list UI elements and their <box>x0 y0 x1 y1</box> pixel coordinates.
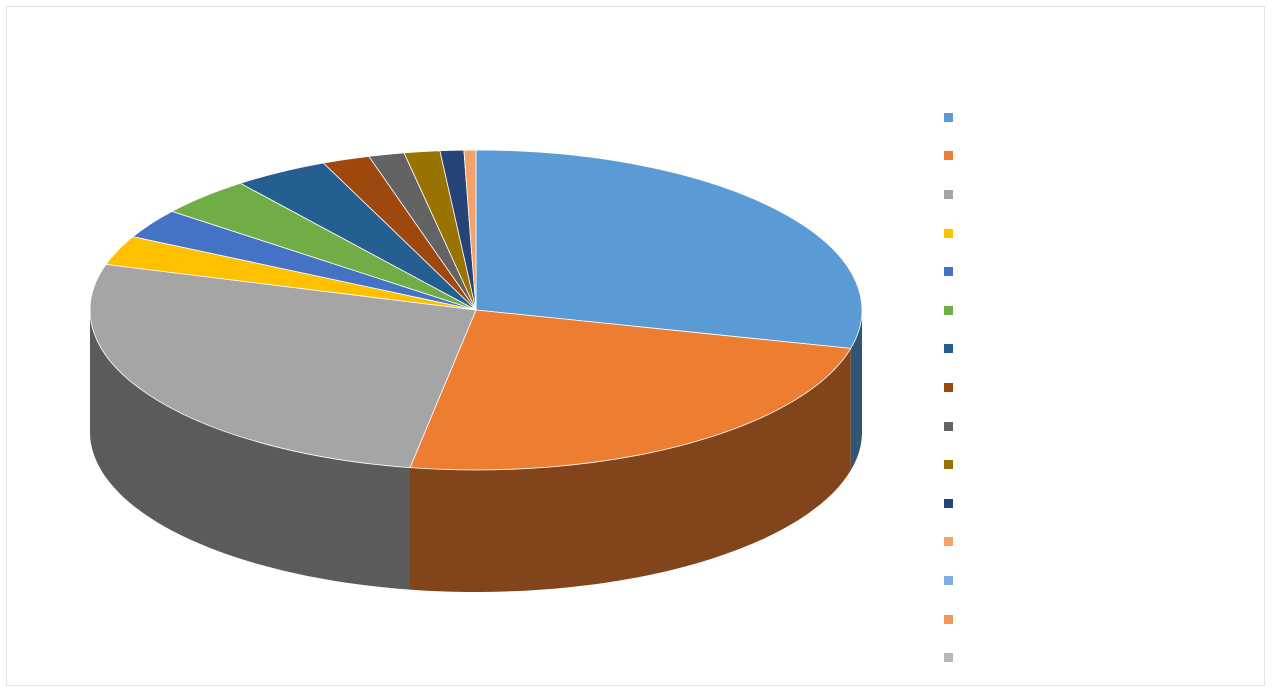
legend-item <box>944 252 1254 291</box>
legend-swatch <box>944 305 953 315</box>
pie-tops <box>89 149 863 471</box>
legend-swatch <box>944 614 953 624</box>
legend-swatch <box>944 267 953 277</box>
pie-slice <box>89 263 477 469</box>
legend-swatch <box>944 344 953 354</box>
legend-item <box>944 368 1254 407</box>
legend-item <box>944 484 1254 523</box>
legend-swatch <box>944 653 953 663</box>
pie-slice-side <box>850 310 862 471</box>
legend-swatch <box>944 421 953 431</box>
pie-slice <box>409 309 852 471</box>
pie-sides <box>90 310 862 592</box>
legend-item <box>944 175 1254 214</box>
legend-item <box>944 137 1254 176</box>
legend-swatch <box>944 189 953 199</box>
pie-slice-side <box>90 310 410 590</box>
legend-item <box>944 214 1254 253</box>
chart-legend <box>944 98 1254 677</box>
legend-swatch <box>944 228 953 238</box>
legend-item <box>944 561 1254 600</box>
legend-swatch <box>944 382 953 392</box>
legend-item <box>944 98 1254 137</box>
legend-swatch <box>944 460 953 470</box>
pie-slice <box>475 149 863 349</box>
pie-slice-side <box>410 348 851 592</box>
legend-item <box>944 445 1254 484</box>
legend-swatch <box>944 575 953 585</box>
legend-swatch <box>944 498 953 508</box>
legend-swatch <box>944 151 953 161</box>
legend-item <box>944 407 1254 446</box>
legend-swatch <box>944 112 953 122</box>
legend-item <box>944 291 1254 330</box>
legend-item <box>944 638 1254 677</box>
legend-item <box>944 330 1254 369</box>
pie-slice <box>463 149 477 311</box>
legend-item <box>944 523 1254 562</box>
legend-item <box>944 600 1254 639</box>
legend-swatch <box>944 537 953 547</box>
